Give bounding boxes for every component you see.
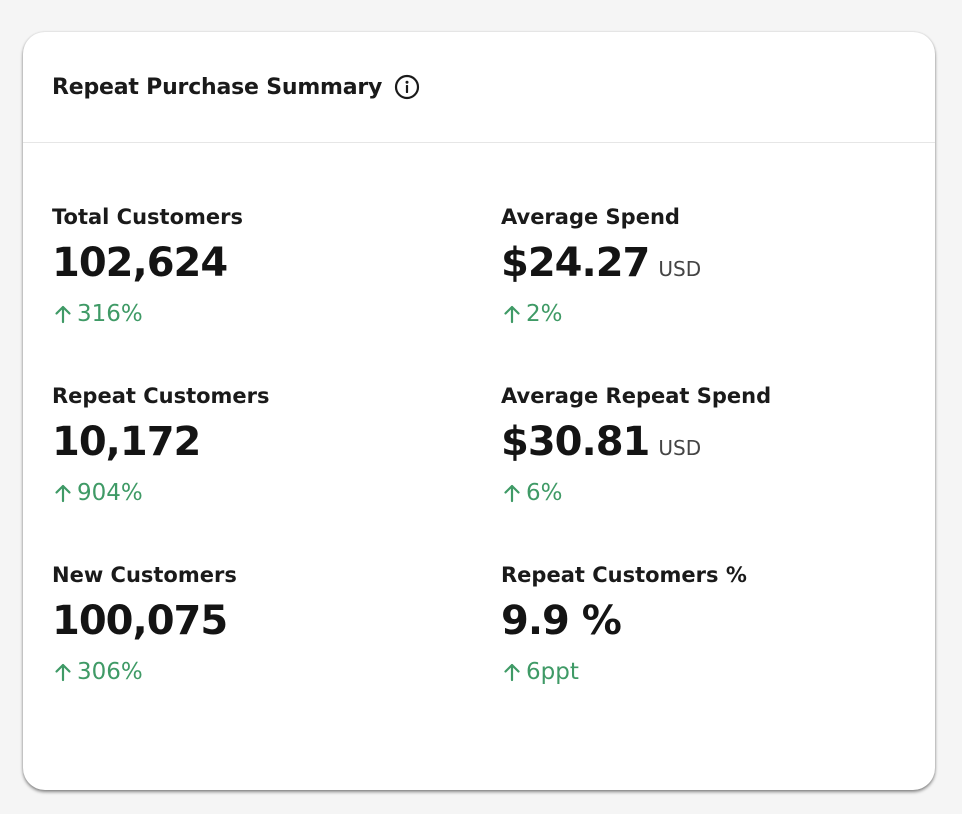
metric-change: 2% <box>501 300 901 328</box>
metric-value: $24.27 <box>501 240 650 286</box>
metric-change-value: 2% <box>526 301 563 327</box>
metric-value-row: $30.81 USD <box>501 419 901 465</box>
metric-value-row: 10,172 <box>52 419 452 465</box>
metric-change-value: 904% <box>77 480 143 506</box>
metric-change: 6ppt <box>501 658 901 686</box>
metric-value: 102,624 <box>52 240 228 286</box>
arrow-up-icon <box>501 303 523 325</box>
metric-unit: USD <box>658 436 702 460</box>
metric-change-value: 6% <box>526 480 563 506</box>
info-icon[interactable] <box>394 74 420 100</box>
metric-change-value: 306% <box>77 659 143 685</box>
metric-value-row: 100,075 <box>52 598 452 644</box>
metric-label: Average Spend <box>501 205 680 229</box>
metric-label: Repeat Customers % <box>501 563 747 587</box>
metric-total-customers: Total Customers 102,624 316% <box>52 203 452 328</box>
metric-label: Repeat Customers <box>52 384 270 408</box>
metric-label: New Customers <box>52 563 237 587</box>
metric-change: 316% <box>52 300 452 328</box>
metric-value-row: $24.27 USD <box>501 240 901 286</box>
metric-change: 6% <box>501 479 901 507</box>
metric-value: 10,172 <box>52 419 201 465</box>
arrow-up-icon <box>501 661 523 683</box>
metric-value: 9.9 % <box>501 598 622 644</box>
metric-value: $30.81 <box>501 419 650 465</box>
card-header: Repeat Purchase Summary <box>23 32 935 143</box>
metric-average-repeat-spend: Average Repeat Spend $30.81 USD 6% <box>501 382 901 507</box>
arrow-up-icon <box>501 482 523 504</box>
metric-new-customers: New Customers 100,075 306% <box>52 561 452 686</box>
metric-unit: USD <box>658 257 702 281</box>
metric-label: Average Repeat Spend <box>501 384 772 408</box>
metric-value-row: 9.9 % <box>501 598 901 644</box>
metric-repeat-customers: Repeat Customers 10,172 904% <box>52 382 452 507</box>
metric-change-value: 316% <box>77 301 143 327</box>
metric-value: 100,075 <box>52 598 228 644</box>
metric-average-spend: Average Spend $24.27 USD 2% <box>501 203 901 328</box>
metric-value-row: 102,624 <box>52 240 452 286</box>
card-title: Repeat Purchase Summary <box>52 74 383 100</box>
metric-change: 306% <box>52 658 452 686</box>
metric-change-value: 6ppt <box>526 659 579 685</box>
metric-change: 904% <box>52 479 452 507</box>
metric-repeat-customers-percent: Repeat Customers % 9.9 % 6ppt <box>501 561 901 686</box>
repeat-purchase-summary-card: Repeat Purchase Summary Total Customers … <box>23 32 935 790</box>
arrow-up-icon <box>52 661 74 683</box>
arrow-up-icon <box>52 482 74 504</box>
arrow-up-icon <box>52 303 74 325</box>
metric-label: Total Customers <box>52 205 243 229</box>
